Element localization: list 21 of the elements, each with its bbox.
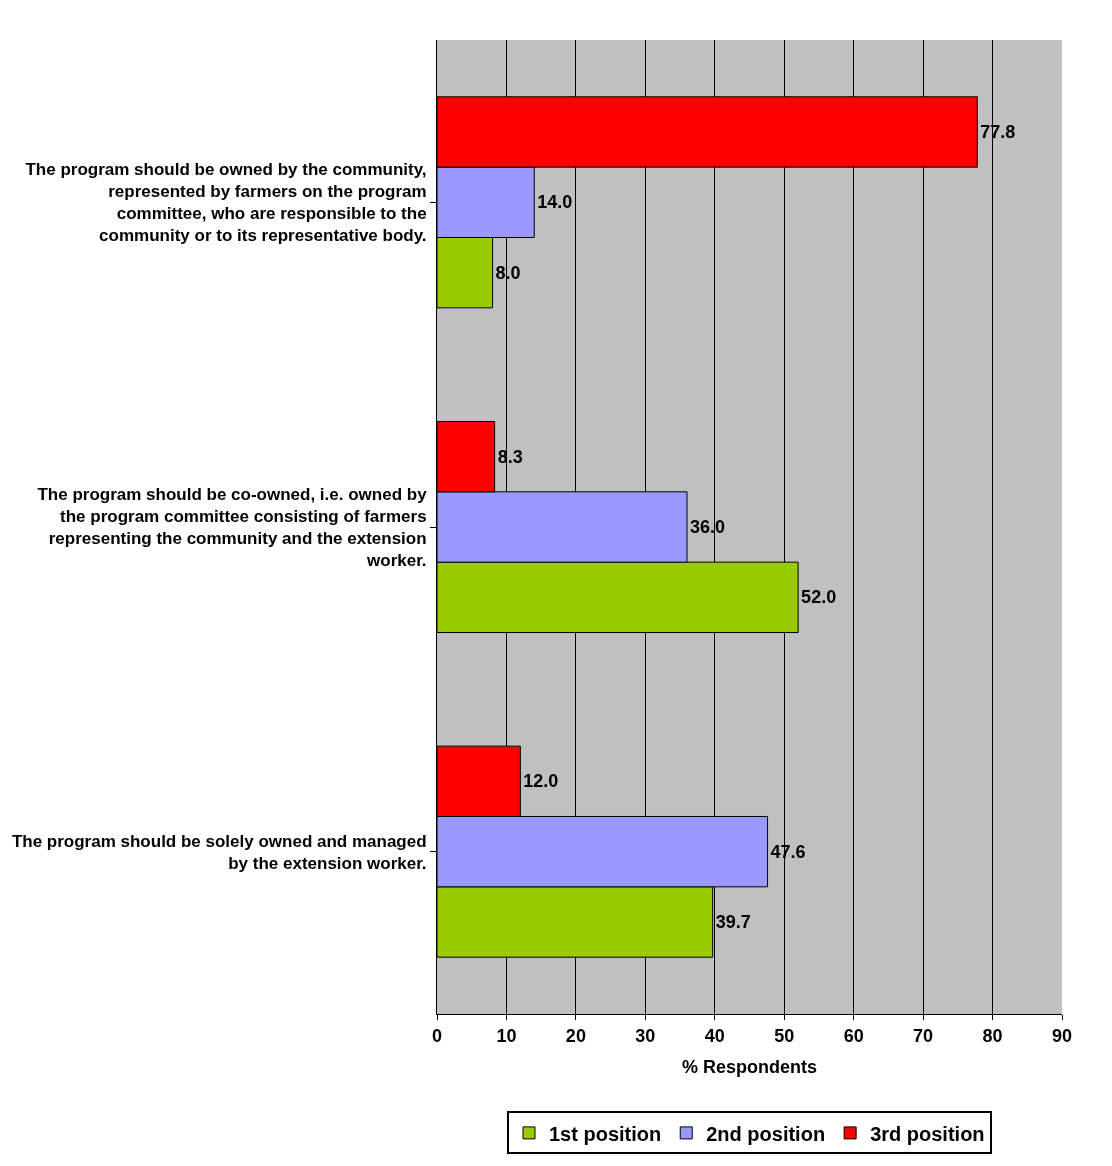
x-tick-label: 70 xyxy=(913,1025,934,1046)
y-tick-label: The program should be owned by the community, represented by farmers on the program committee, who are responsible to the community or to its representative body. xyxy=(25,160,427,246)
x-tick-label: 50 xyxy=(774,1025,795,1046)
legend-label: 2nd position xyxy=(706,1122,826,1145)
data-label: 39.7 xyxy=(715,912,751,933)
x-tick-label: 0 xyxy=(431,1025,443,1046)
data-label: 12.0 xyxy=(523,771,559,792)
x-tick-label: 90 xyxy=(1051,1025,1073,1046)
legend-label: 3rd position xyxy=(870,1122,985,1145)
x-axis-title: % Respondents xyxy=(681,1056,818,1077)
x-tick-label: 80 xyxy=(982,1025,1003,1046)
x-tick-label: 30 xyxy=(635,1025,656,1046)
data-label: 52.0 xyxy=(801,587,837,608)
y-tick-label: The program should be co-owned, i.e. owned by the program committee consisting of farmers representing the community and the extension worker. xyxy=(37,484,428,571)
x-tick-label: 20 xyxy=(565,1025,586,1046)
y-tick-label: The program should be solely owned and managed by the extension worker. xyxy=(11,831,427,873)
x-tick-label: 40 xyxy=(704,1025,725,1046)
legend-label: 1st position xyxy=(549,1122,662,1145)
x-tick-label: 10 xyxy=(496,1025,517,1046)
data-label: 14.0 xyxy=(537,192,573,213)
x-tick-label: 60 xyxy=(843,1025,864,1046)
